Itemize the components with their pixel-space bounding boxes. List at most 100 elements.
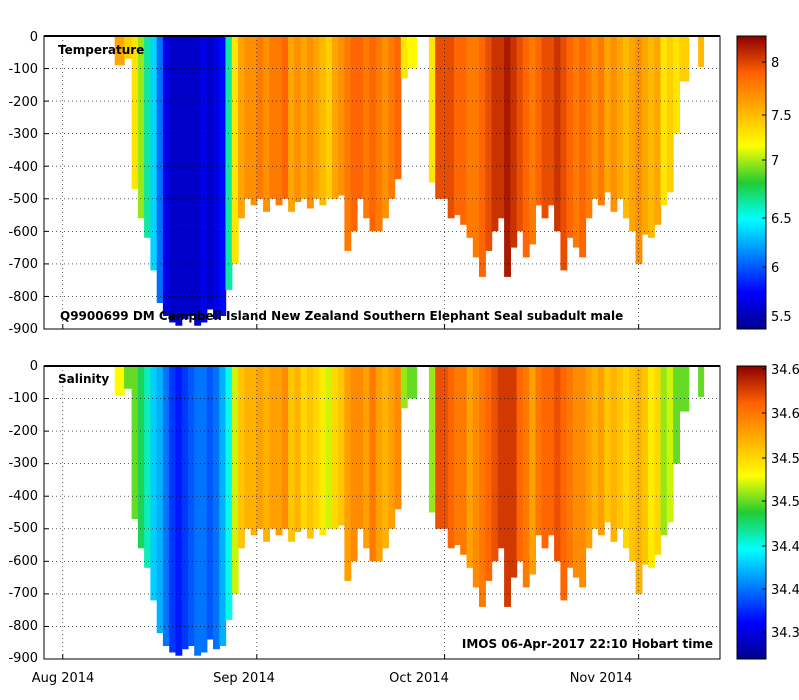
temperature-profile-mark xyxy=(547,36,555,206)
salinity-profile-mark xyxy=(213,366,220,650)
salinity-profile-mark xyxy=(610,366,618,542)
salinity-ytick: -200 xyxy=(8,424,38,439)
xtick-label: Oct 2014 xyxy=(389,671,449,686)
temperature-profile-mark xyxy=(306,36,314,209)
salinity-profile-mark xyxy=(150,366,158,601)
salinity-profile-mark xyxy=(510,366,518,578)
salinity-profile-mark xyxy=(162,366,170,646)
salinity-profile-mark xyxy=(597,366,605,536)
temperature-profile-mark xyxy=(454,36,461,216)
salinity-profile-mark xyxy=(497,366,505,549)
temperature-profile-mark xyxy=(382,36,389,219)
temperature-profile-mark xyxy=(491,36,499,232)
temperature-profile-mark xyxy=(169,36,177,323)
temperature-profile-mark xyxy=(428,36,436,183)
temperature-profile-mark xyxy=(150,36,158,271)
salinity-profile-mark xyxy=(300,366,308,529)
salinity-profile-mark xyxy=(124,366,133,389)
salinity-profile-mark xyxy=(485,366,493,581)
salinity-profile-mark xyxy=(566,366,574,568)
temperature-profile-mark xyxy=(560,36,568,271)
temperature-ytick: -100 xyxy=(8,62,38,77)
temperature-profile-mark xyxy=(585,36,593,219)
salinity-profile-mark xyxy=(504,366,511,607)
temperature-profile-mark xyxy=(206,36,214,310)
salinity-profile-mark xyxy=(400,366,408,409)
temperature-profile-mark xyxy=(350,36,358,232)
salinity-profile-mark xyxy=(344,366,352,581)
salinity-profile-mark xyxy=(529,366,536,575)
temperature-profile-mark xyxy=(338,36,346,196)
temperature-profile-mark xyxy=(137,36,145,219)
salinity-profile-mark xyxy=(313,366,320,529)
temperature-profile-mark xyxy=(300,36,308,199)
xtick-label: Sep 2014 xyxy=(213,671,275,686)
salinity-profile-mark xyxy=(394,366,402,510)
temperature-profile-mark xyxy=(597,36,605,206)
temperature-profile-mark xyxy=(281,36,289,199)
salinity-profile-mark xyxy=(181,366,189,650)
salinity-profile-mark xyxy=(256,366,264,529)
temperature-profile-mark xyxy=(616,36,624,199)
temperature-profile-mark xyxy=(213,36,220,320)
temperature-profile-mark xyxy=(441,36,449,199)
temperature-profile-mark xyxy=(263,36,270,212)
temperature-profile-mark xyxy=(472,36,480,258)
temperature-profile-mark xyxy=(460,36,468,225)
temperature-profile-mark xyxy=(648,36,655,238)
temperature-ytick: -400 xyxy=(8,160,38,175)
temperature-profile-mark xyxy=(635,36,643,264)
salinity-profile-mark xyxy=(137,366,145,549)
salinity-profile-mark xyxy=(319,366,327,536)
salinity-profile-mark xyxy=(175,366,183,656)
salinity-profile-mark xyxy=(522,366,530,588)
temperature-ytick: -500 xyxy=(8,192,38,207)
temperature-profile-mark xyxy=(679,36,690,82)
temperature-profile-mark xyxy=(698,36,705,67)
temperature-profile-mark xyxy=(344,36,352,251)
salinity-profile-mark xyxy=(231,366,239,594)
temperature-profile-mark xyxy=(156,36,164,303)
salinity-profile-mark xyxy=(275,366,283,536)
temperature-profile-mark xyxy=(522,36,530,258)
temperature-profile-mark xyxy=(591,36,599,199)
salinity-profile-mark xyxy=(375,366,383,562)
temperature-profile-mark xyxy=(181,36,189,320)
salinity-profile-mark xyxy=(472,366,480,588)
temperature-profile-mark xyxy=(466,36,474,238)
temperature-profile-mark xyxy=(114,36,125,66)
temperature-colorbar-label: 8 xyxy=(771,56,779,71)
temperature-panel: 0 -100 -200 -300 -400 -500 -600 -700 -80… xyxy=(8,30,791,337)
salinity-profile-mark xyxy=(388,366,396,529)
salinity-profile-mark xyxy=(479,366,486,607)
temperature-profile-mark xyxy=(244,36,252,199)
salinity-profile-mark xyxy=(604,366,612,523)
salinity-profile-mark xyxy=(641,366,649,565)
temperature-profile-mark xyxy=(554,36,561,232)
salinity-profile-mark xyxy=(441,366,449,529)
salinity-profile-mark xyxy=(288,366,295,542)
temperature-profile-mark xyxy=(269,36,277,199)
time-axis-labels: Aug 2014 Sep 2014 Oct 2014 Nov 2014 xyxy=(32,671,633,686)
salinity-colorbar-label: 34.55 xyxy=(771,452,799,467)
temperature-profile-mark xyxy=(375,36,383,232)
salinity-ytick: 0 xyxy=(30,359,38,374)
temperature-profile-mark xyxy=(144,36,151,238)
temperature-ytick: -800 xyxy=(8,290,38,305)
salinity-profile-mark xyxy=(547,366,555,536)
salinity-ytick: -500 xyxy=(8,521,38,536)
salinity-ytick: -400 xyxy=(8,489,38,504)
salinity-profile-mark xyxy=(306,366,314,539)
temperature-profile-mark xyxy=(162,36,170,316)
salinity-profile-mark xyxy=(585,366,593,549)
temperature-profile-mark xyxy=(124,36,133,59)
temperature-profile-mark xyxy=(225,36,233,290)
salinity-profile-mark xyxy=(331,366,339,529)
temperature-y-axis: 0 -100 -200 -300 -400 -500 -600 -700 -80… xyxy=(8,30,38,337)
temperature-profile-mark xyxy=(231,36,239,264)
temperature-colorbar-label: 7.5 xyxy=(771,109,792,124)
temperature-colorbar-label: 6.5 xyxy=(771,212,792,227)
temperature-profile-mark xyxy=(238,36,245,219)
salinity-profile-mark xyxy=(660,366,668,536)
salinity-profile-mark xyxy=(428,366,436,513)
